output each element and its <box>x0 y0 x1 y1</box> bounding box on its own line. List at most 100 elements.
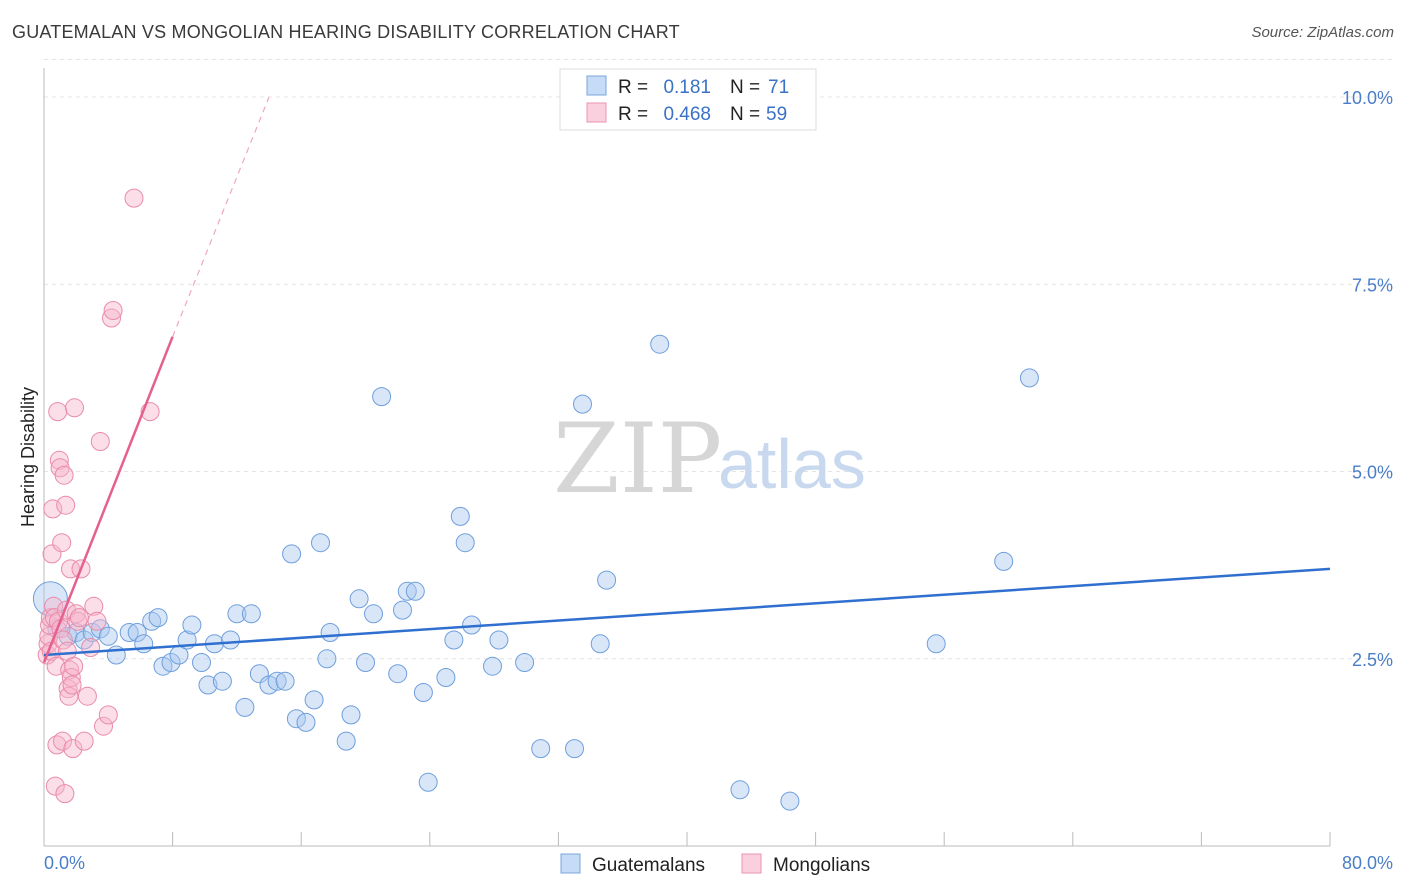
mongolians-point <box>52 533 72 553</box>
legend-r-label-2: R = <box>618 104 648 125</box>
mongolians-point <box>61 668 81 687</box>
guatemalans-point <box>436 668 456 687</box>
mongolians-point <box>69 608 89 628</box>
mongolians-point <box>98 705 118 725</box>
mongolians-point <box>53 731 72 751</box>
guatemalans-point <box>388 664 408 684</box>
guatemalans-point <box>349 589 369 609</box>
legend-n-value-1: 71 <box>768 77 789 98</box>
mongolians-trend-extension <box>172 96 270 337</box>
mongolians-point <box>61 559 80 579</box>
mongolians-point <box>47 735 67 755</box>
guatemalans-point <box>397 581 417 601</box>
bottom-legend-swatch-guatemalans <box>560 853 581 874</box>
guatemalans-point <box>1019 368 1039 388</box>
mongolians-point <box>87 611 107 631</box>
guatemalans-point <box>192 653 211 672</box>
y-tick-label: 2.5% <box>1352 650 1393 670</box>
guatemalans-point <box>127 623 147 642</box>
guatemalans-point <box>134 634 154 654</box>
legend-r-label-1: R = <box>618 77 648 98</box>
mongolians-point <box>103 301 123 320</box>
mongolians-point <box>45 776 65 796</box>
guatemalans-point <box>235 697 255 717</box>
guatemalans-point <box>994 551 1014 571</box>
guatemalans-point <box>356 653 375 672</box>
guatemalans-point <box>311 533 330 553</box>
guatemalans-point <box>320 623 340 642</box>
mongolians-point <box>48 402 68 422</box>
mongolians-point <box>81 638 101 657</box>
guatemalans-point <box>515 653 535 672</box>
guatemalans-point <box>597 570 617 590</box>
guatemalans-point <box>142 611 162 631</box>
series-legend: Guatemalans Mongolians <box>560 853 870 876</box>
y-tick-label: 10.0% <box>1342 88 1393 108</box>
mongolians-points <box>37 188 160 804</box>
guatemalans-point <box>221 630 240 650</box>
mongolians-point <box>77 686 97 706</box>
x-tick-label-min: 0.0% <box>44 853 85 873</box>
mongolians-point <box>66 604 86 624</box>
guatemalans-point <box>364 604 383 624</box>
legend-r-value-1: 0.181 <box>663 77 711 98</box>
mongolians-point <box>94 716 113 736</box>
guatemalans-point <box>227 604 247 624</box>
mongolians-point <box>102 308 121 328</box>
guatemalans-point <box>249 664 269 684</box>
guatemalans-point <box>413 683 433 702</box>
y-tick-label: 7.5% <box>1352 275 1393 295</box>
y-tick-label: 5.0% <box>1352 463 1393 483</box>
guatemalans-point <box>573 394 592 414</box>
guatemalans-point <box>98 626 118 646</box>
guatemalans-point <box>450 506 470 526</box>
bottom-legend-label-mongolians: Mongolians <box>773 855 870 876</box>
guatemalans-point <box>455 533 475 553</box>
mongolians-point <box>56 495 76 515</box>
guatemalans-point <box>282 544 302 564</box>
guatemalans-point <box>317 649 337 669</box>
guatemalans-point <box>212 671 232 691</box>
trend-lines <box>42 96 1331 663</box>
guatemalans-point <box>405 581 425 601</box>
guatemalans-point <box>780 791 800 811</box>
watermark: ZIP atlas <box>553 403 866 515</box>
guatemalans-point <box>483 656 502 676</box>
watermark-atlas: atlas <box>718 425 866 503</box>
bottom-legend-label-guatemalans: Guatemalans <box>592 855 705 876</box>
guatemalans-point <box>730 780 750 800</box>
source-label: Source: ZipAtlas.com <box>1251 24 1394 41</box>
mongolians-point <box>42 544 62 564</box>
guatemalans-point <box>565 739 584 759</box>
mongolians-point <box>49 450 69 470</box>
guatemalans-point <box>418 772 438 792</box>
correlation-legend: R = 0.181 N = 71 R = 0.468 N = 59 <box>559 68 817 131</box>
x-ticks <box>43 832 1331 846</box>
guatemalans-point <box>336 731 356 751</box>
mongolians-point <box>64 656 84 676</box>
watermark-zip: ZIP <box>553 403 722 515</box>
mongolians-point <box>62 675 82 695</box>
mongolians-trend-line <box>42 336 174 663</box>
y-tick-labels: 2.5% 5.0% 7.5% 10.0% <box>1342 88 1393 670</box>
legend-swatch-guatemalans <box>586 75 607 96</box>
guatemalans-point <box>444 630 464 650</box>
guatemalans-point <box>531 739 551 759</box>
guatemalans-point <box>182 615 202 635</box>
mongolians-point <box>90 432 110 451</box>
guatemalans-point <box>275 671 295 691</box>
x-tick-label-max: 80.0% <box>1342 853 1393 873</box>
mongolians-point <box>74 731 94 751</box>
guatemalans-point <box>296 712 316 732</box>
guatemalans-point <box>304 690 324 710</box>
y-axis-title: Hearing Disability <box>18 387 38 527</box>
mongolians-point <box>54 465 74 485</box>
mongolians-point <box>63 739 83 759</box>
guatemalans-point <box>650 334 670 354</box>
guatemalans-point <box>241 604 261 624</box>
bottom-legend-swatch-mongolians <box>741 853 762 874</box>
guatemalans-point <box>372 387 392 407</box>
guatemalans-point <box>267 671 287 691</box>
guatemalans-point <box>148 608 168 628</box>
